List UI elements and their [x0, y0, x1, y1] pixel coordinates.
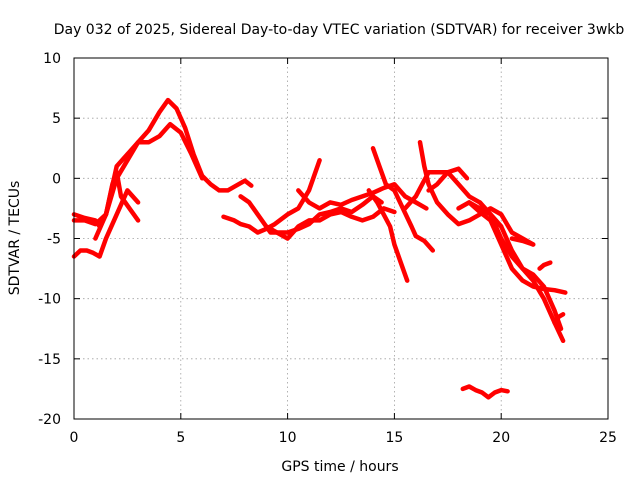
y-tick-label: -15	[38, 352, 61, 368]
series-track-d	[93, 170, 141, 241]
y-tick-label: 5	[52, 111, 61, 127]
grid	[74, 58, 608, 419]
series-track-q	[460, 384, 510, 400]
x-tick-label: 10	[279, 430, 297, 446]
series-layer	[71, 97, 568, 400]
series-track-g	[263, 206, 397, 241]
x-tick-label: 5	[176, 430, 185, 446]
y-tick-label: -20	[38, 412, 61, 428]
series-track-s	[537, 260, 553, 271]
x-tick-label: 0	[70, 430, 79, 446]
series-track-i	[366, 188, 410, 283]
series-track-r	[509, 236, 536, 247]
y-tick-label: 10	[43, 51, 61, 67]
x-tick-label: 20	[492, 430, 510, 446]
series-track-a	[71, 97, 254, 227]
x-axis-label: GPS time / hours	[281, 459, 398, 475]
series-track-t	[552, 312, 566, 325]
y-tick-label: -10	[38, 292, 61, 308]
y-axis-label: SDTVAR / TECUs	[7, 181, 23, 296]
series-track-l	[417, 139, 536, 247]
series-track-m	[426, 166, 470, 193]
axes: 0 5 10 15 20 25 10 5 0 -5 -10 -15 -20	[38, 51, 617, 446]
series-track-p	[477, 200, 564, 332]
y-tick-label: -5	[47, 232, 61, 248]
chart-title: Day 032 of 2025, Sidereal Day-to-day VTE…	[54, 22, 625, 38]
x-tick-label: 25	[599, 430, 617, 446]
series-track-b	[71, 121, 205, 229]
series-track-c	[71, 188, 141, 259]
y-tick-label: 0	[52, 171, 61, 187]
x-tick-label: 15	[385, 430, 403, 446]
series-track-h	[296, 182, 429, 211]
